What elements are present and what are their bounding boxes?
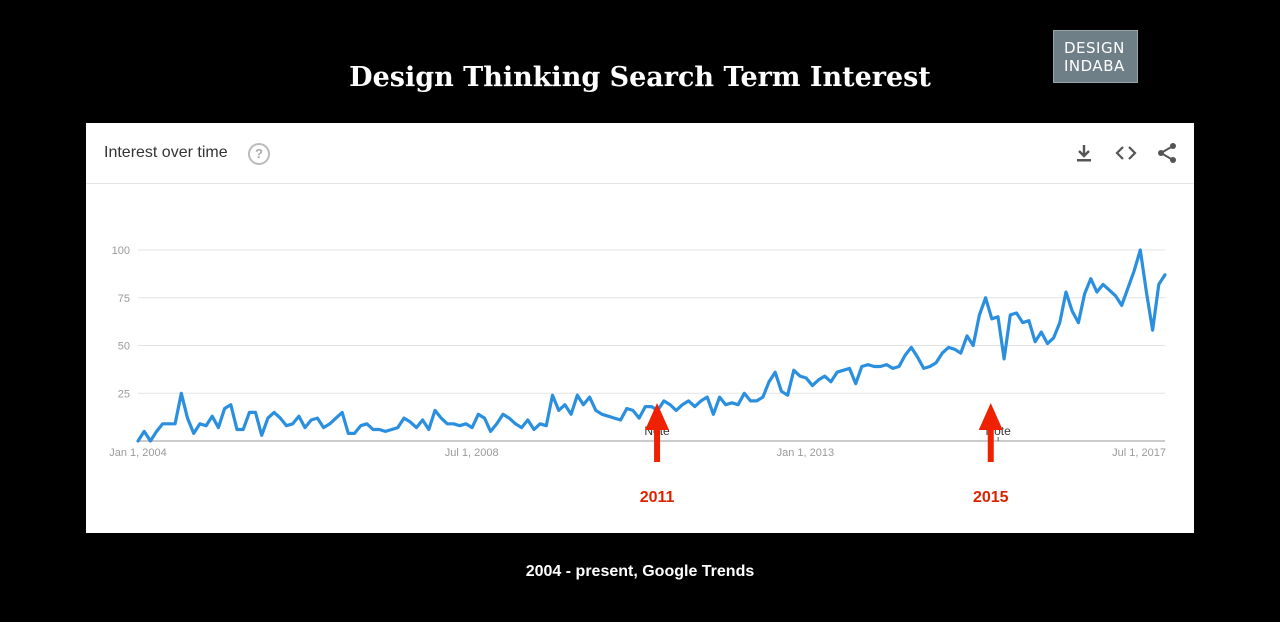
- series-line-design-thinking: [136, 248, 1167, 443]
- help-icon[interactable]: ?: [248, 143, 270, 165]
- y-tick-label: 50: [118, 341, 130, 353]
- annotation-arrow-shaft: [987, 428, 994, 462]
- download-icon[interactable]: [1072, 141, 1096, 165]
- y-tick-label: 100: [112, 245, 130, 257]
- x-tick-label: Jan 1, 2004: [109, 447, 167, 459]
- card-header: Interest over time ?: [86, 123, 1194, 184]
- share-icon[interactable]: [1155, 141, 1179, 165]
- embed-code-icon[interactable]: [1114, 141, 1138, 165]
- slide-caption: 2004 - present, Google Trends: [525, 563, 755, 580]
- annotation-arrow-head: [645, 403, 670, 430]
- logo-line-1: DESIGN: [1064, 39, 1125, 57]
- y-tick-label: 25: [118, 388, 130, 400]
- annotation-arrow-shaft: [654, 428, 661, 462]
- card-title: Interest over time: [104, 144, 228, 161]
- annotation-year-label: 2015: [973, 489, 1009, 506]
- x-tick-label: Jul 1, 2008: [445, 447, 499, 459]
- x-tick-label: Jan 1, 2013: [777, 447, 835, 459]
- slide-title: Design Thinking Search Term Interest: [349, 62, 931, 93]
- x-tick-label: Jul 1, 2017: [1112, 447, 1166, 459]
- design-indaba-logo: DESIGN INDABA: [1053, 30, 1138, 83]
- interest-over-time-card: Interest over time ? 25 50 75 100 Jan 1, 200…: [86, 123, 1194, 533]
- annotation-arrow-head: [978, 403, 1003, 430]
- trend-chart: 25 50 75 100 Jan 1, 2004 Jul 1, 2008 Jan 1, 20…: [109, 245, 1167, 506]
- y-tick-label: 75: [118, 293, 130, 305]
- annotation-year-label: 2011: [640, 489, 675, 506]
- logo-line-2: INDABA: [1064, 57, 1125, 75]
